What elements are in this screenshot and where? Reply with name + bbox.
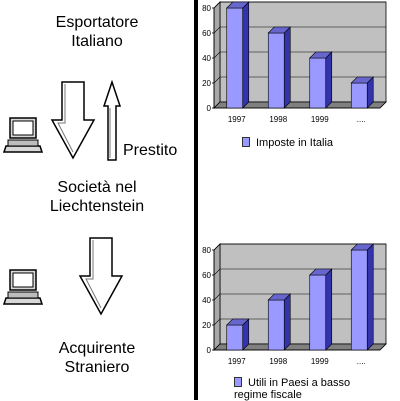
legend-taxes-italy: Imposte in Italia xyxy=(242,137,333,149)
exporter-label: Esportatore Italiano xyxy=(0,13,194,51)
bar-top xyxy=(226,1,250,9)
legend-swatch xyxy=(234,377,242,387)
buyer-label-line2: Straniero xyxy=(64,359,130,376)
exporter-label-line1: Esportatore xyxy=(55,14,139,31)
x-tick-label: .... xyxy=(357,357,366,366)
exporter-label-line2: Italiano xyxy=(71,33,123,50)
bar-face xyxy=(267,299,285,351)
computer-icon xyxy=(2,117,44,153)
chart-taxes-italy: 0 20 40 60 80 1997 1998 1999.... xyxy=(202,1,387,124)
bar xyxy=(309,268,333,351)
outline-down-arrow xyxy=(78,237,124,316)
company-label-line1: Società nel xyxy=(57,179,137,196)
bar-side xyxy=(325,51,333,109)
x-tick-label: 1998 xyxy=(269,115,287,124)
bar xyxy=(350,76,374,109)
y-tick-label: 40 xyxy=(202,54,211,63)
chart-profits-low-tax: 0 20 40 60 80 1997 1998 1999.... xyxy=(202,243,387,366)
legend-profits-low-tax: Utili in Paesi a basso regime fiscale xyxy=(234,377,374,401)
bar xyxy=(226,318,250,351)
y-tick-label: 80 xyxy=(202,246,211,255)
x-tick-label: 1997 xyxy=(228,357,246,366)
bar-top xyxy=(309,51,333,59)
bar-face xyxy=(309,57,327,109)
bar xyxy=(226,1,250,109)
x-tick-label: 1999 xyxy=(311,357,329,366)
x-tick-label: 1999 xyxy=(311,115,329,124)
y-tick-label: 0 xyxy=(207,346,212,355)
bar-top xyxy=(267,26,291,34)
legend-swatch xyxy=(242,137,250,147)
y-tick-label: 0 xyxy=(207,104,212,113)
bar-side xyxy=(366,243,374,351)
bar xyxy=(267,293,291,351)
y-tick-label: 80 xyxy=(202,4,211,13)
gridline xyxy=(213,1,386,9)
bar-top xyxy=(267,293,291,301)
computer-icon xyxy=(2,269,44,305)
bar-side xyxy=(242,1,250,109)
bar-face xyxy=(226,324,244,351)
buyer-label: Acquirente Straniero xyxy=(0,339,194,377)
legend-label: Imposte in Italia xyxy=(256,137,334,149)
bar-face xyxy=(267,32,285,109)
bar-face xyxy=(309,274,327,351)
bar-face xyxy=(350,249,368,351)
money-flow-diagram: Esportatore Italiano Prestito Società ne… xyxy=(0,0,194,400)
bar-side xyxy=(325,268,333,351)
bar xyxy=(309,51,333,109)
x-tick-label: .... xyxy=(357,115,366,124)
gridline xyxy=(213,243,386,251)
bar-side xyxy=(283,26,291,109)
bar-top xyxy=(350,76,374,84)
bar-top xyxy=(309,268,333,276)
y-tick-label: 40 xyxy=(202,296,211,305)
bar-face xyxy=(226,7,244,109)
y-tick-label: 60 xyxy=(202,29,211,38)
company-label-line2: Liechtenstein xyxy=(49,198,145,215)
x-tick-label: 1998 xyxy=(269,357,287,366)
company-label: Società nel Liechtenstein xyxy=(0,178,194,216)
gridline xyxy=(213,26,386,34)
bar-face xyxy=(350,82,368,109)
bar xyxy=(350,243,374,351)
bar-top xyxy=(350,243,374,251)
y-tick-label: 20 xyxy=(202,321,211,330)
outline-down-arrow xyxy=(50,81,96,160)
bar xyxy=(267,26,291,109)
divider-line xyxy=(194,0,198,400)
bar-top xyxy=(226,318,250,326)
bar-side xyxy=(283,293,291,351)
buyer-label-line1: Acquirente xyxy=(58,340,136,357)
legend-label: Utili in Paesi a basso regime fiscale xyxy=(234,377,351,401)
loan-label: Prestito xyxy=(123,142,178,159)
y-tick-label: 20 xyxy=(202,79,211,88)
y-tick-label: 60 xyxy=(202,271,211,280)
outline-up-arrow xyxy=(102,79,122,161)
charts-panel: 0 20 40 60 80 1997 1998 1999.... Imposte in Ita… xyxy=(198,0,400,401)
x-tick-label: 1997 xyxy=(228,115,246,124)
